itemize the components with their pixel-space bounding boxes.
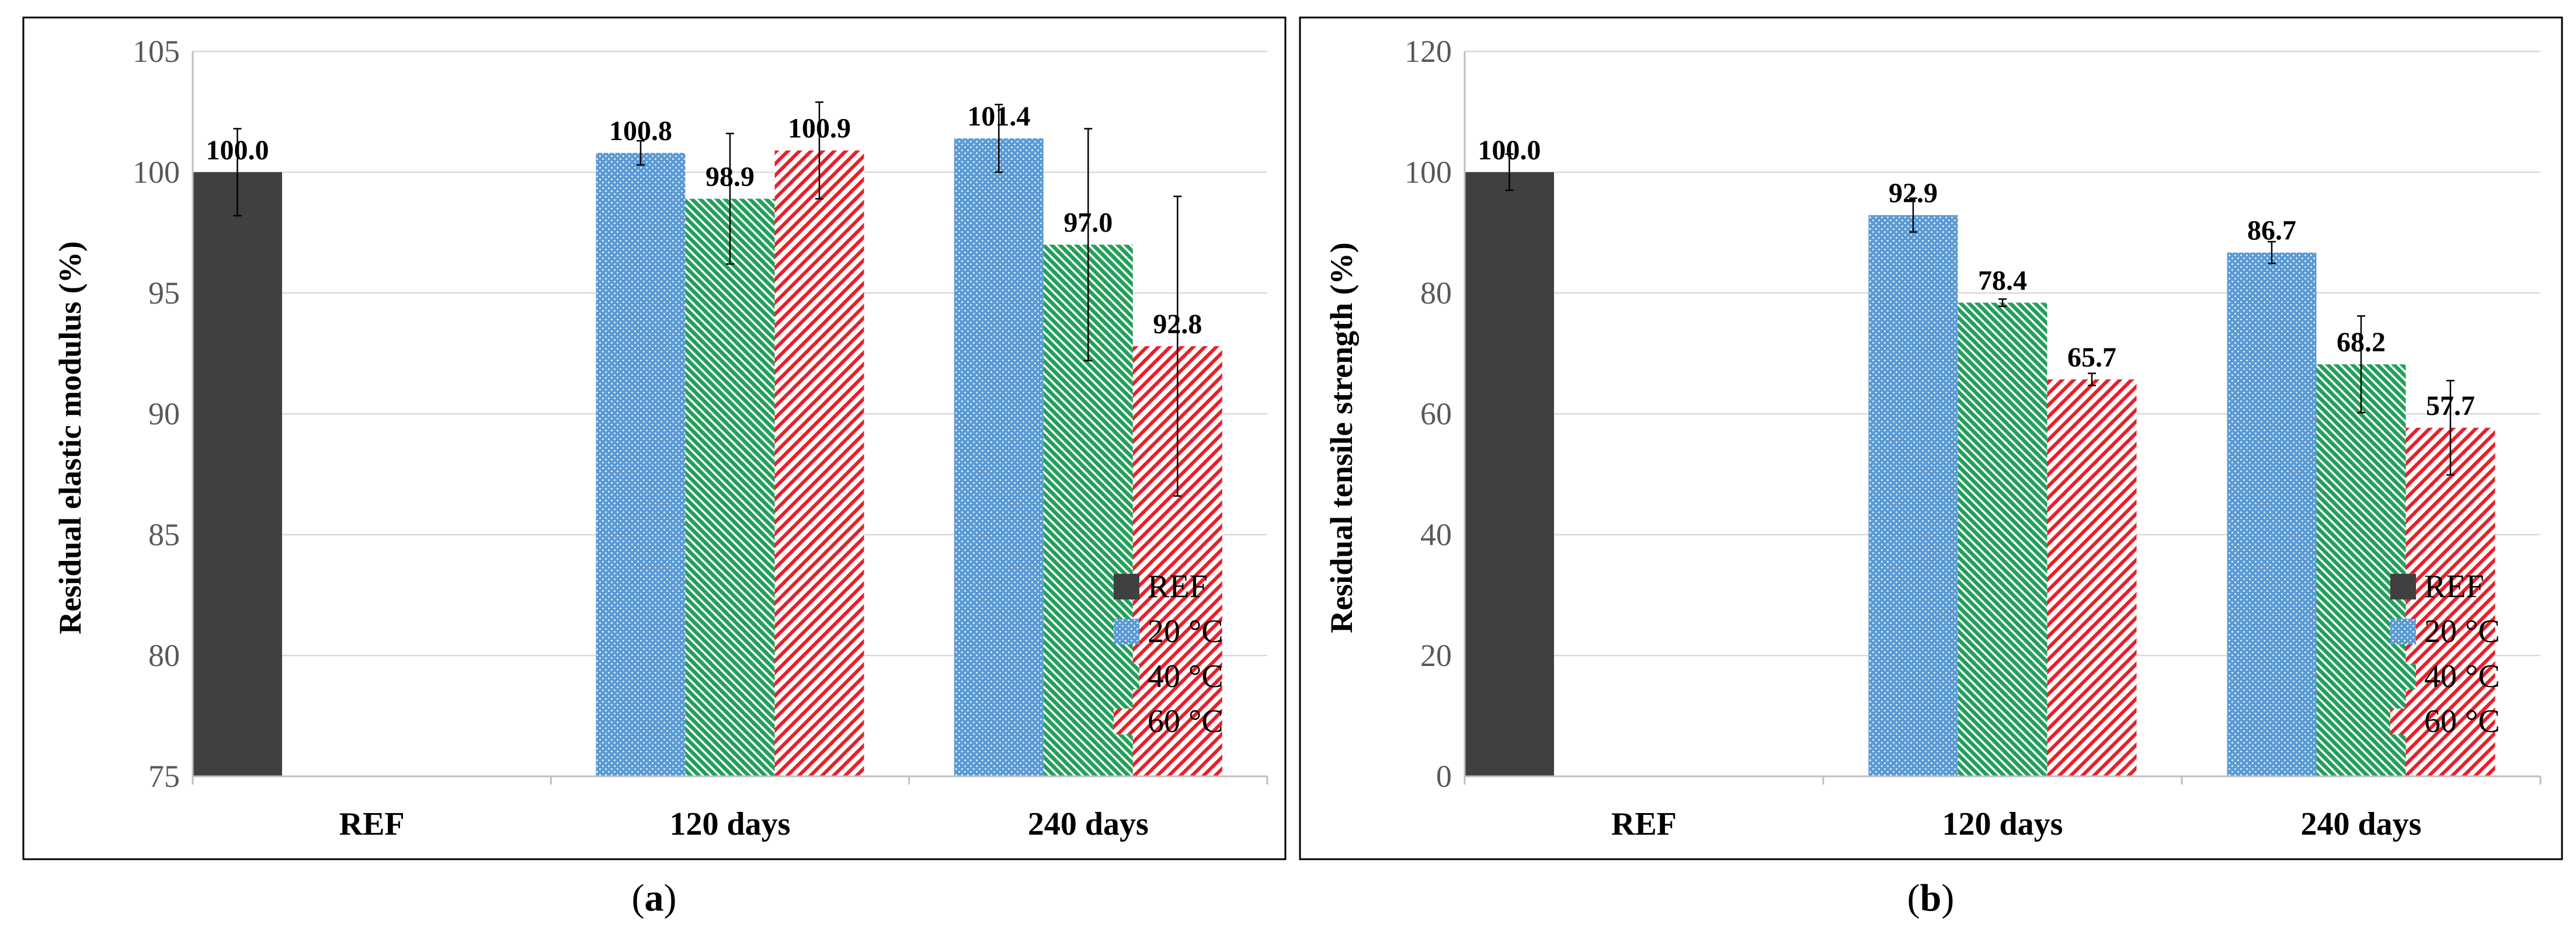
x-category-120-days: 120 days	[670, 806, 791, 842]
legend-swatch-60-c	[2390, 709, 2416, 734]
panel-b-error-bars	[1505, 153, 2455, 476]
panel-a-data-labels: 100.0 100.8 98.9 100.9 101.4 97.0 92.8	[206, 101, 1202, 340]
panel-b-bars	[1465, 172, 2495, 776]
data-label-ref-ref: 100.0	[1478, 135, 1541, 166]
data-label-ref-ref: 100.0	[206, 135, 269, 166]
bar-40-c-240-days	[2316, 364, 2406, 776]
panel-b-caption-letter: b	[1920, 877, 1942, 919]
panel-a-frame	[22, 16, 1287, 860]
data-label-40-c-120-days: 78.4	[1978, 266, 2027, 297]
y-tick-0: 0	[1436, 759, 1452, 794]
legend-swatch-20-c	[2390, 619, 2416, 644]
panel-b-axes	[1463, 51, 2542, 784]
data-label-40-c-240-days: 68.2	[2337, 327, 2386, 358]
panel-a-error-bars	[233, 101, 1182, 497]
bar-ref-ref	[1465, 172, 1554, 776]
y-tick-100: 100	[133, 155, 180, 190]
panel-b-legend: REF 20 °C 40 °C 60 °C	[2390, 569, 2500, 740]
data-label-60-c-240-days: 92.8	[1153, 309, 1202, 340]
bar-20-c-120-days	[1868, 215, 1958, 776]
x-category-ref: REF	[339, 806, 405, 842]
panel-b: 0 20 40 60 80 100 120 REF 120 days 240 days 100.…	[1299, 16, 2563, 919]
panel-b-data-labels: 100.0 92.9 78.4 65.7 86.7 68.2 57.7	[1478, 135, 2476, 421]
bar-60-c-120-days	[2047, 379, 2137, 776]
panel-b-caption: (b)	[1907, 877, 1955, 919]
panel-a-caption-letter: a	[645, 877, 664, 919]
x-category-120-days: 120 days	[1942, 806, 2063, 842]
panel-a-legend: REF 20 °C 40 °C 60 °C	[1114, 569, 1223, 740]
legend-swatch-20-c	[1114, 619, 1139, 644]
panel-a-axes	[192, 51, 1268, 784]
bar-60-c-120-days	[774, 150, 864, 776]
data-label-60-c-240-days: 57.7	[2426, 390, 2475, 421]
data-label-60-c-120-days: 65.7	[2067, 342, 2116, 373]
y-tick-20: 20	[1420, 638, 1452, 673]
y-tick-120: 120	[1405, 34, 1452, 69]
panel-b-x-categories: REF 120 days 240 days	[1611, 806, 2421, 842]
panel-a-y-axis-label: Residual elastic modulus (%)	[53, 241, 88, 634]
y-tick-60: 60	[1420, 396, 1452, 431]
y-tick-40: 40	[1420, 517, 1452, 552]
y-tick-105: 105	[133, 34, 180, 69]
legend-label-60-c: 60 °C	[2424, 703, 2500, 740]
legend-swatch-40-c	[1114, 664, 1139, 689]
y-tick-100: 100	[1405, 155, 1452, 190]
x-category-ref: REF	[1611, 806, 1677, 842]
legend-label-20-c: 20 °C	[2424, 613, 2500, 650]
bar-20-c-120-days	[596, 152, 686, 776]
y-tick-80: 80	[148, 638, 180, 673]
panel-a-y-ticks: 75 80 85 90 95 100 105	[133, 34, 180, 794]
data-label-40-c-240-days: 97.0	[1063, 207, 1113, 238]
data-label-20-c-120-days: 100.8	[609, 116, 672, 147]
panel-b-frame	[1299, 16, 2563, 860]
legend-swatch-ref	[2390, 574, 2416, 599]
y-tick-85: 85	[148, 517, 180, 552]
legend-label-40-c: 40 °C	[1148, 658, 1223, 695]
panel-a-bars	[193, 138, 1222, 776]
bar-20-c-240-days	[2227, 252, 2317, 776]
panel-b-y-ticks: 0 20 40 60 80 100 120	[1405, 34, 1452, 794]
panel-b-y-axis-label: Residual tensile strength (%)	[1324, 242, 1359, 633]
y-tick-75: 75	[148, 759, 180, 794]
data-label-20-c-120-days: 92.9	[1889, 177, 1938, 208]
panel-a-x-categories: REF 120 days 240 days	[339, 806, 1149, 842]
data-label-20-c-240-days: 101.4	[967, 101, 1030, 132]
y-tick-95: 95	[148, 276, 180, 311]
legend-label-20-c: 20 °C	[1148, 613, 1223, 650]
bar-20-c-240-days	[954, 138, 1044, 776]
legend-swatch-60-c	[1114, 709, 1139, 734]
x-category-240-days: 240 days	[2301, 806, 2422, 842]
panel-a: 75 80 85 90 95 100 105 REF 120 days 240 days 100…	[22, 16, 1287, 919]
bar-ref-ref	[193, 172, 282, 776]
legend-label-ref: REF	[1148, 569, 1208, 605]
bar-40-c-120-days	[685, 198, 775, 776]
panel-a-caption: (a)	[632, 877, 677, 919]
data-label-20-c-240-days: 86.7	[2247, 215, 2296, 246]
bar-40-c-120-days	[1958, 302, 2047, 776]
y-tick-80: 80	[1420, 276, 1452, 311]
data-label-40-c-120-days: 98.9	[705, 162, 755, 193]
legend-swatch-40-c	[2390, 664, 2416, 689]
legend-swatch-ref	[1114, 574, 1139, 599]
bar-60-c-240-days	[2405, 427, 2495, 776]
legend-label-ref: REF	[2424, 569, 2484, 605]
data-label-60-c-120-days: 100.9	[788, 113, 851, 144]
x-category-240-days: 240 days	[1028, 806, 1149, 842]
legend-label-60-c: 60 °C	[1148, 703, 1223, 740]
legend-label-40-c: 40 °C	[2424, 658, 2500, 695]
y-tick-90: 90	[148, 396, 180, 431]
